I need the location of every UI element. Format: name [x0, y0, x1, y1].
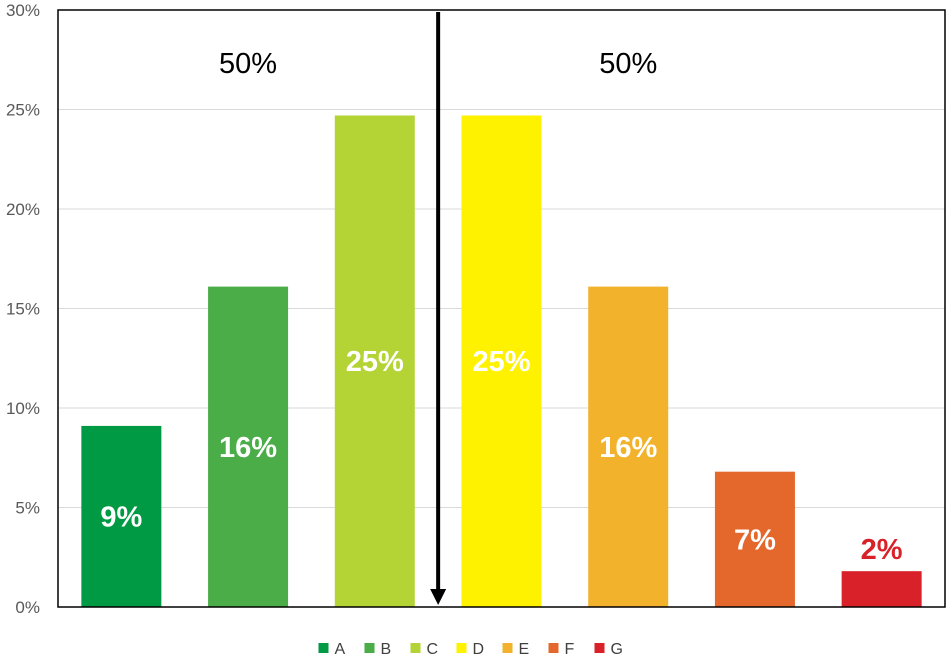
legend-swatch-A: [318, 643, 329, 653]
left-share-label: 50%: [219, 48, 277, 80]
plot-area-border: [57, 9, 946, 608]
bar-data-label-F: 7%: [734, 524, 776, 556]
legend-label-B: B: [381, 641, 392, 658]
y-tick-label: 30%: [6, 1, 40, 20]
legend-label-C: C: [427, 641, 439, 658]
legend-swatch-F: [548, 643, 559, 653]
y-tick-label: 0%: [15, 598, 40, 617]
legend-swatch-D: [456, 643, 467, 653]
y-tick-label: 15%: [6, 300, 40, 319]
y-tick-label: 10%: [6, 399, 40, 418]
legend-label-F: F: [565, 641, 575, 658]
bar-data-label-A: 9%: [100, 501, 142, 533]
right-share-label: 50%: [599, 48, 657, 80]
bar-data-label-E: 16%: [599, 432, 657, 464]
bar-E: [588, 286, 669, 607]
bar-F: [714, 471, 795, 607]
bars: [81, 115, 922, 607]
legend: A B C D E F G: [318, 641, 623, 658]
legend-label-D: D: [473, 641, 485, 658]
y-tick-label: 5%: [15, 499, 40, 518]
bar-D: [461, 115, 542, 607]
divider-arrow-head: [430, 589, 447, 605]
legend-label-E: E: [519, 641, 530, 658]
y-axis-ticks: 0% 5% 10% 15% 20% 25% 30%: [6, 1, 40, 617]
y-tick-label: 20%: [6, 200, 40, 219]
bar-data-label-C: 25%: [346, 346, 404, 378]
bar-data-label-G: 2%: [861, 534, 903, 566]
legend-swatch-G: [594, 643, 605, 653]
bar-data-label-D: 25%: [472, 346, 530, 378]
bar-data-labels: 9% 16% 25% 25% 16% 7% 2%: [100, 346, 902, 566]
legend-label-G: G: [611, 641, 623, 658]
bar-C: [334, 115, 415, 607]
bar-G: [841, 571, 922, 607]
bar-B: [208, 286, 289, 607]
legend-swatch-C: [410, 643, 421, 653]
y-tick-label: 25%: [6, 101, 40, 120]
legend-label-A: A: [335, 641, 346, 658]
bar-A: [81, 425, 162, 607]
legend-swatch-B: [364, 643, 375, 653]
bar-data-label-B: 16%: [219, 432, 277, 464]
legend-swatch-E: [502, 643, 513, 653]
